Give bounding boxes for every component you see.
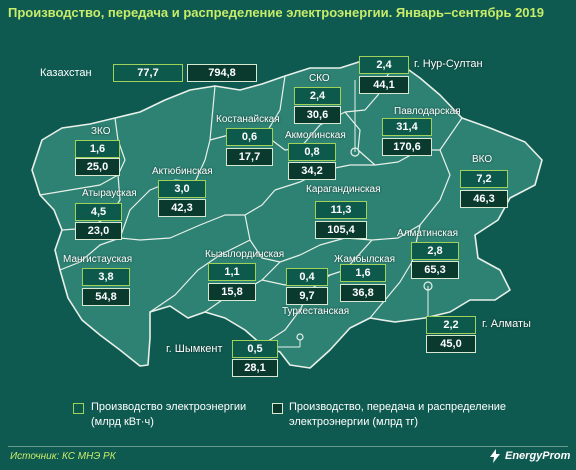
atyrau-label: Атырауская	[82, 188, 137, 199]
kostanay-production: 0,6	[226, 128, 273, 146]
zko-label: ЗКО	[91, 126, 111, 137]
nursultan-marker	[350, 147, 360, 157]
nursultan-finance: 44,1	[359, 76, 409, 94]
nursultan-label: г. Нур-Султан	[414, 58, 483, 70]
kazakhstan-finance: 794,8	[187, 64, 257, 82]
nursultan-production: 2,4	[359, 56, 409, 74]
aktobe-finance: 42,3	[158, 199, 206, 217]
almaty-city-label: г. Алматы	[482, 318, 531, 330]
zhambyl-finance: 36,8	[340, 284, 386, 302]
energyprom-logo: EnergyProm	[488, 449, 570, 463]
legend-finance-text: Производство, передача и распределение э…	[289, 401, 507, 428]
almaty-marker	[423, 281, 433, 291]
akmola-label: Акмолинская	[285, 130, 346, 141]
kostanay-label: Костанайская	[216, 114, 280, 125]
legend-production-text: Производство электроэнергии (млрд кВт·ч)	[91, 401, 247, 428]
zko-finance: 25,0	[75, 158, 120, 176]
almaty-city-production: 2,2	[426, 316, 476, 334]
source-text: Источник: КС МНЭ РК	[10, 451, 116, 462]
karaganda-production: 11,3	[315, 201, 367, 219]
mangystau-production: 3,8	[82, 268, 130, 286]
aktobe-production: 3,0	[158, 180, 206, 198]
pavlodar-finance: 170,6	[382, 138, 432, 156]
turkestan-finance: 9,7	[286, 287, 328, 305]
lightning-icon	[490, 449, 500, 463]
atyrau-finance: 23,0	[75, 222, 122, 240]
kazakhstan-label: Казахстан	[40, 67, 92, 79]
akmola-finance: 34,2	[288, 162, 336, 180]
pavlodar-label: Павлодарская	[394, 106, 461, 117]
turkestan-label: Туркестанская	[282, 306, 350, 317]
almaty-obl-finance: 65,3	[411, 261, 459, 279]
vko-finance: 46,3	[460, 190, 508, 208]
mangystau-finance: 54,8	[82, 288, 130, 306]
sko-production: 2,4	[294, 87, 341, 105]
shymkent-label: г. Шымкент	[166, 343, 223, 355]
shymkent-production: 0,5	[232, 340, 278, 358]
mangystau-label: Мангистауская	[63, 254, 133, 265]
sko-label: СКО	[309, 73, 330, 84]
country-outline	[31, 59, 543, 369]
atyrau-production: 4,5	[75, 203, 122, 221]
kyzylorda-production: 1,1	[208, 263, 256, 281]
pavlodar-production: 31,4	[382, 118, 432, 136]
legend-production-swatch	[73, 403, 84, 414]
shymkent-marker	[296, 333, 304, 341]
kostanay-finance: 17,7	[226, 148, 273, 166]
sko-finance: 30,6	[294, 106, 341, 124]
karaganda-label: Карагандинская	[306, 184, 381, 195]
almaty-city-finance: 45,0	[426, 335, 476, 353]
logo-text: EnergyProm	[505, 450, 571, 462]
kyzylorda-finance: 15,8	[208, 283, 256, 301]
zko-production: 1,6	[75, 140, 120, 158]
kazakhstan-production: 77,7	[113, 64, 183, 82]
footer-divider	[8, 446, 568, 447]
aktobe-label: Актюбинская	[152, 166, 213, 177]
zhambyl-production: 1,6	[340, 264, 386, 282]
turkestan-production: 0,4	[286, 268, 328, 286]
almaty-obl-production: 2,8	[411, 242, 459, 260]
almaty-obl-label: Алматинская	[397, 228, 458, 239]
legend-finance-swatch	[272, 403, 283, 414]
akmola-production: 0,8	[288, 143, 336, 161]
shymkent-finance: 28,1	[232, 359, 278, 377]
karaganda-finance: 105,4	[315, 221, 367, 239]
vko-label: ВКО	[472, 154, 493, 165]
vko-production: 7,2	[460, 170, 508, 188]
zhambyl-label: Жамбылская	[334, 254, 395, 265]
kyzylorda-label: Кызылординская	[205, 249, 285, 260]
page-title: Производство, передача и распределение э…	[8, 5, 544, 20]
